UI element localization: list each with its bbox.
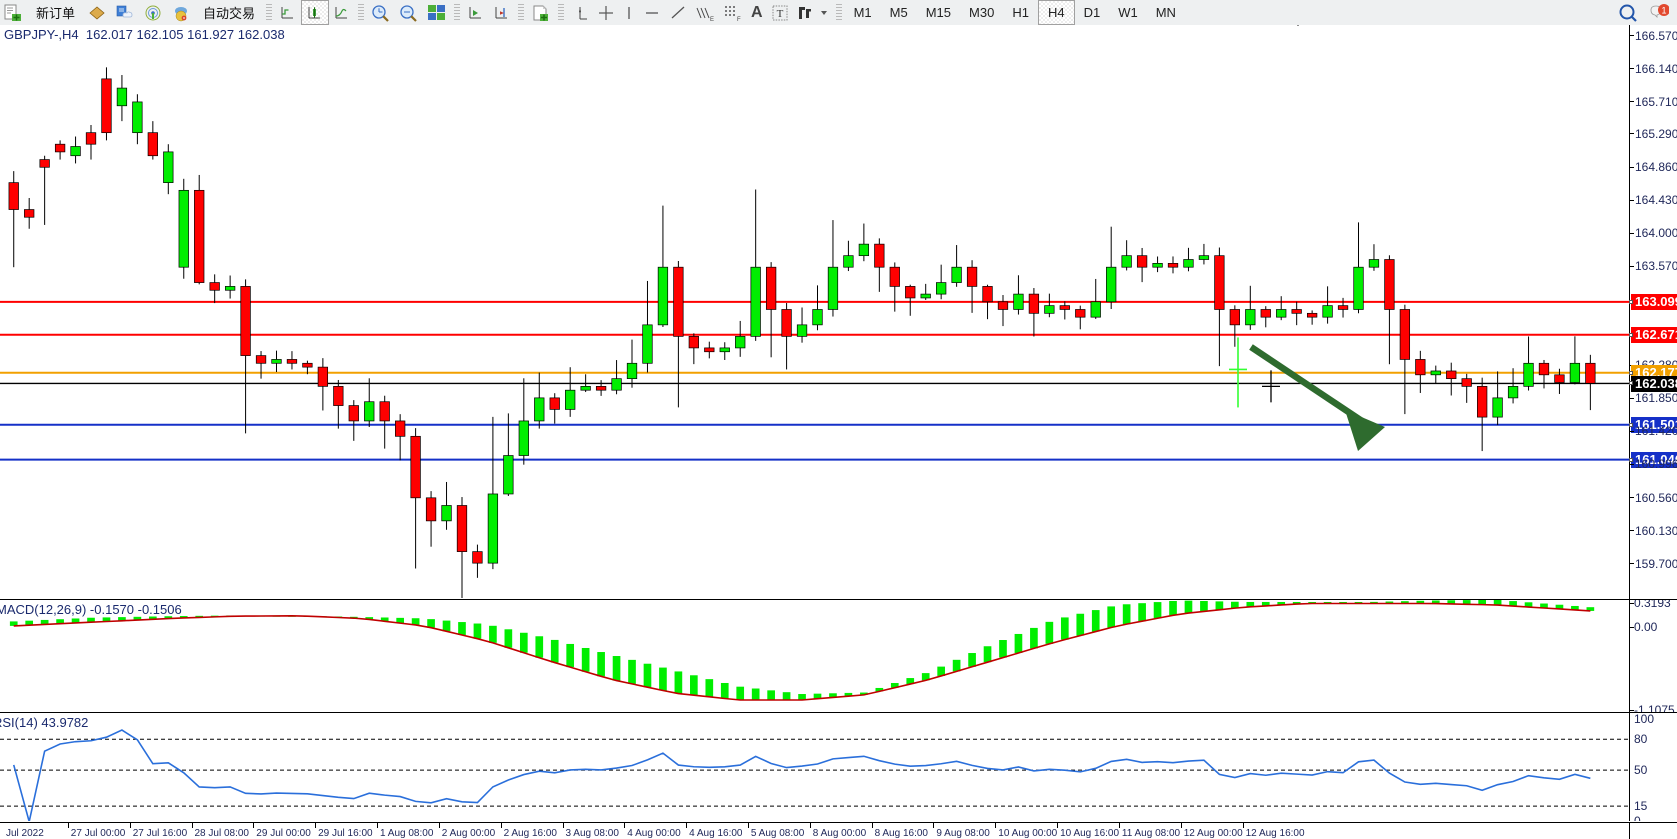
svg-text:F: F <box>737 17 741 22</box>
svg-text:1: 1 <box>1661 5 1666 15</box>
svg-text:T: T <box>776 8 783 20</box>
svg-text:E: E <box>710 17 714 22</box>
